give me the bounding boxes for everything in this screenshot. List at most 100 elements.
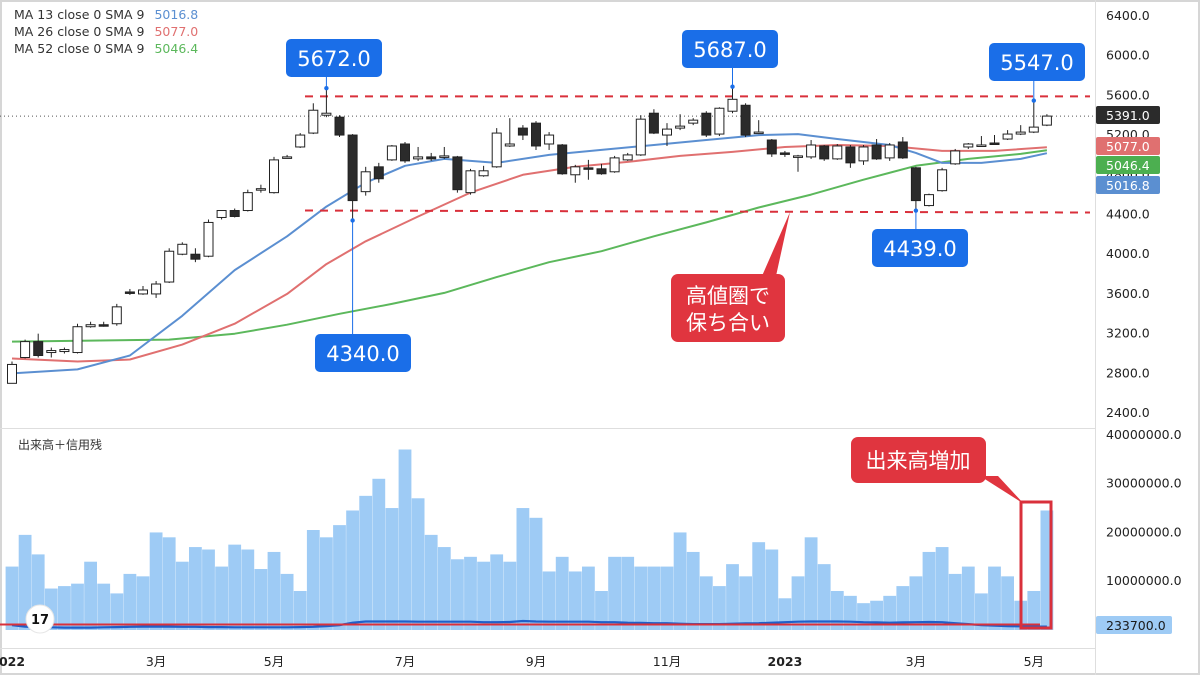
price-tags: 5391.0 5077.0 5046.4 5016.8 233700.0 bbox=[1096, 106, 1172, 634]
candle bbox=[662, 123, 672, 146]
volume-bar bbox=[948, 573, 962, 630]
support-line bbox=[304, 209, 1091, 214]
candle bbox=[779, 150, 790, 157]
callout-dot bbox=[913, 208, 919, 213]
candle-body-up bbox=[832, 145, 843, 160]
candle bbox=[570, 164, 581, 183]
candle-body-up bbox=[675, 125, 686, 129]
candle bbox=[190, 248, 201, 263]
volume-bar bbox=[673, 532, 687, 630]
volume-bar bbox=[870, 600, 883, 630]
volume-bar bbox=[58, 586, 71, 630]
candle bbox=[504, 118, 515, 147]
candle bbox=[871, 139, 882, 160]
ma52-label: MA 52 close 0 SMA 9 bbox=[14, 41, 145, 56]
candle-body-up bbox=[544, 134, 555, 145]
volume-tag-label: 233700.0 bbox=[1106, 618, 1166, 633]
ma52-value: 5046.4 bbox=[154, 41, 199, 56]
candle bbox=[688, 118, 699, 126]
candle bbox=[701, 111, 712, 138]
candle bbox=[989, 135, 1000, 145]
candle-body-up bbox=[924, 194, 934, 207]
volume-bar bbox=[830, 590, 844, 630]
candle bbox=[806, 140, 817, 159]
callout-dot bbox=[324, 85, 329, 91]
candle bbox=[609, 155, 620, 173]
candle-body-down bbox=[779, 152, 790, 155]
candle-body-up bbox=[884, 144, 895, 159]
candle bbox=[7, 361, 17, 384]
volume-bar bbox=[909, 576, 923, 630]
note-label: 保ち合い bbox=[686, 311, 770, 335]
candle-body-up bbox=[714, 107, 725, 135]
price-tag bbox=[1096, 106, 1160, 124]
candle-body-up bbox=[59, 349, 70, 353]
volume-bar bbox=[424, 534, 438, 630]
volume-bar bbox=[686, 551, 700, 630]
callout-box bbox=[286, 39, 382, 77]
candle bbox=[46, 347, 57, 358]
candle-body-down bbox=[897, 141, 908, 159]
volume-bar bbox=[857, 603, 870, 630]
volume-bar bbox=[333, 525, 346, 630]
candle-body-down bbox=[740, 104, 751, 136]
volume-tick-label: 40000000.0 bbox=[1106, 427, 1182, 442]
volume-bar bbox=[660, 566, 674, 630]
volume-bar bbox=[84, 561, 97, 630]
candle bbox=[373, 162, 384, 183]
volume-bar bbox=[961, 566, 975, 630]
price-tag-label: 5016.8 bbox=[1106, 178, 1150, 193]
ma26-label: MA 26 close 0 SMA 9 bbox=[14, 24, 145, 39]
candle-body-up bbox=[255, 188, 266, 191]
volume-bar bbox=[922, 551, 936, 630]
candle bbox=[845, 144, 856, 168]
candle bbox=[282, 154, 293, 159]
candle-body-up bbox=[727, 98, 738, 112]
candle-body-up bbox=[111, 306, 122, 325]
volume-bar bbox=[621, 556, 635, 630]
volume-bar bbox=[699, 576, 713, 630]
price-tag bbox=[1096, 156, 1160, 174]
candle bbox=[544, 132, 555, 150]
volume-bars bbox=[5, 449, 1054, 630]
volume-bar bbox=[975, 593, 988, 630]
volume-bar bbox=[582, 566, 595, 630]
volume-axis: 40000000.0 30000000.0 20000000.0 10000000.0 bbox=[1106, 427, 1182, 588]
volume-bar bbox=[411, 498, 425, 630]
volume-bar bbox=[97, 583, 111, 630]
candle-body-down bbox=[989, 142, 1000, 145]
volume-bar bbox=[451, 559, 464, 630]
candle-body-up bbox=[308, 109, 319, 134]
candle-body-down bbox=[910, 167, 921, 202]
candle-body-up bbox=[439, 155, 450, 158]
candle bbox=[753, 120, 764, 135]
candle bbox=[20, 339, 31, 359]
candle-body-up bbox=[46, 350, 57, 354]
volume-tick-label: 30000000.0 bbox=[1106, 476, 1182, 491]
volume-bar bbox=[1027, 590, 1041, 630]
candle-body-up bbox=[465, 170, 476, 194]
callout: 5687.0 bbox=[682, 30, 778, 89]
volume-bar bbox=[202, 549, 215, 630]
candle-body-up bbox=[688, 119, 699, 124]
volume-bar bbox=[437, 547, 451, 630]
volume-bar bbox=[149, 532, 163, 630]
candle bbox=[255, 184, 266, 193]
callout-box bbox=[682, 30, 778, 68]
note-box bbox=[671, 274, 785, 342]
candle-body-down bbox=[557, 144, 568, 175]
candle bbox=[439, 146, 450, 159]
candle-body-down bbox=[452, 156, 463, 191]
callout-label: 5672.0 bbox=[297, 47, 370, 71]
candle bbox=[910, 166, 921, 211]
candle bbox=[308, 103, 319, 135]
volume-bar bbox=[988, 566, 1001, 630]
candle bbox=[242, 189, 253, 212]
volume-bar bbox=[215, 566, 228, 630]
candle-body-up bbox=[662, 128, 672, 136]
time-tick-label: 9月 bbox=[526, 654, 546, 669]
time-tick-label: 2023 bbox=[768, 654, 803, 669]
callout: 4340.0 bbox=[315, 218, 411, 372]
volume-bar bbox=[18, 534, 32, 630]
